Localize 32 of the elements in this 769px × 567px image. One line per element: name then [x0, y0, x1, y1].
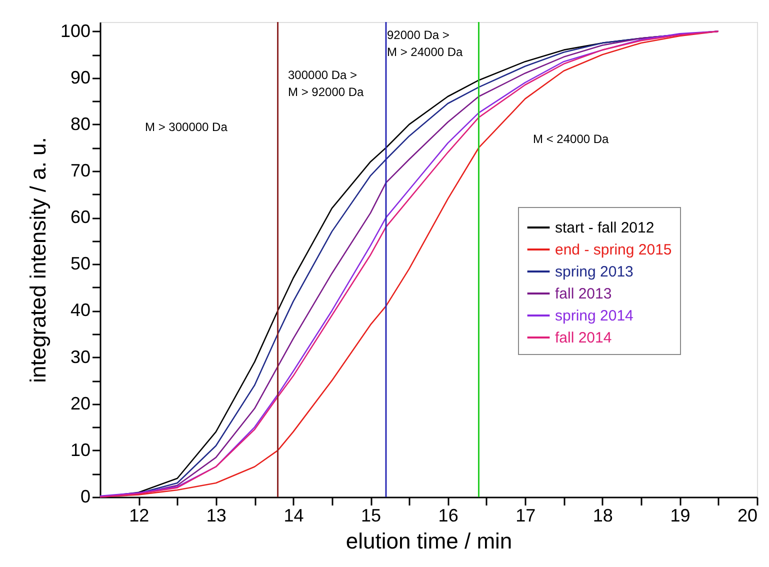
y-tick-label: 70: [70, 160, 90, 181]
x-tick-label: 12: [129, 506, 150, 526]
x-tick-label: 13: [206, 506, 226, 526]
legend-label: end - spring 2015: [555, 242, 672, 258]
y-tick-label: 10: [70, 440, 90, 460]
annotation: 92000 Da > M > 24000 Da: [387, 28, 464, 59]
y-tick-label: 20: [70, 393, 90, 414]
legend-label: start - fall 2012: [555, 220, 654, 236]
x-tick-label: 17: [516, 506, 536, 526]
x-tick-label: 18: [592, 506, 613, 526]
legend-label: fall 2013: [555, 286, 612, 302]
x-tick-label: 14: [284, 506, 304, 526]
x-tick-label: 20: [737, 506, 758, 526]
y-tick-label: 90: [70, 67, 90, 88]
y-tick-label: 30: [70, 346, 90, 367]
y-tick-label: 80: [70, 114, 90, 134]
y-axis-title: integrated intensity / a. u.: [25, 137, 50, 383]
x-tick-label: 16: [438, 506, 458, 526]
x-tick-label: 19: [670, 506, 690, 526]
y-tick-label: 40: [70, 300, 90, 320]
y-tick-label: 0: [80, 486, 90, 506]
y-tick-label: 60: [70, 207, 90, 228]
y-tick-label: 100: [60, 20, 90, 41]
x-tick-label: 15: [361, 506, 382, 526]
annotation: M > 300000 Da: [145, 120, 228, 134]
legend-label: fall 2014: [555, 330, 612, 346]
legend-label: spring 2013: [555, 264, 634, 280]
y-tick-label: 50: [70, 254, 90, 274]
annotation: M < 24000 Da: [533, 132, 610, 146]
annotation: 300000 Da > M > 92000 Da: [288, 68, 364, 99]
legend-label: spring 2014: [555, 308, 634, 324]
x-axis-title: elution time / min: [346, 528, 512, 554]
